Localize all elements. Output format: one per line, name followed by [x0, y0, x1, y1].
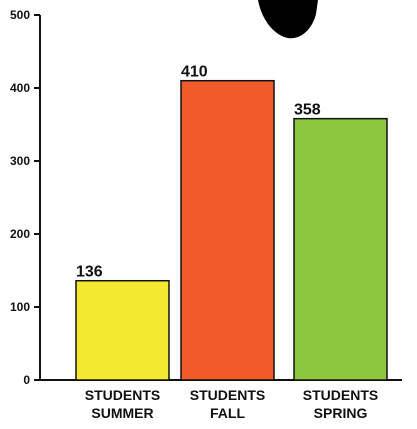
bar	[76, 281, 169, 380]
y-tick-label: 200	[10, 227, 30, 241]
x-category-label: SUMMER	[91, 405, 153, 421]
decorative-shape	[258, 0, 318, 38]
y-tick-label: 500	[10, 8, 30, 22]
x-category-label: FALL	[210, 405, 245, 421]
x-category-label: SPRING	[314, 405, 368, 421]
y-tick-label: 0	[23, 373, 30, 387]
x-category-label: STUDENTS	[190, 387, 265, 403]
data-label: 358	[294, 102, 321, 119]
y-tick-label: 400	[10, 81, 30, 95]
bar	[181, 81, 274, 380]
data-label: 410	[181, 64, 208, 81]
bars	[76, 81, 387, 380]
x-category-label: STUDENTS	[85, 387, 160, 403]
x-category-label: STUDENTS	[303, 387, 378, 403]
y-tick-label: 300	[10, 154, 30, 168]
bar	[294, 119, 387, 380]
data-label: 136	[76, 264, 103, 281]
decorative-blob	[258, 0, 318, 38]
y-tick-label: 100	[10, 300, 30, 314]
